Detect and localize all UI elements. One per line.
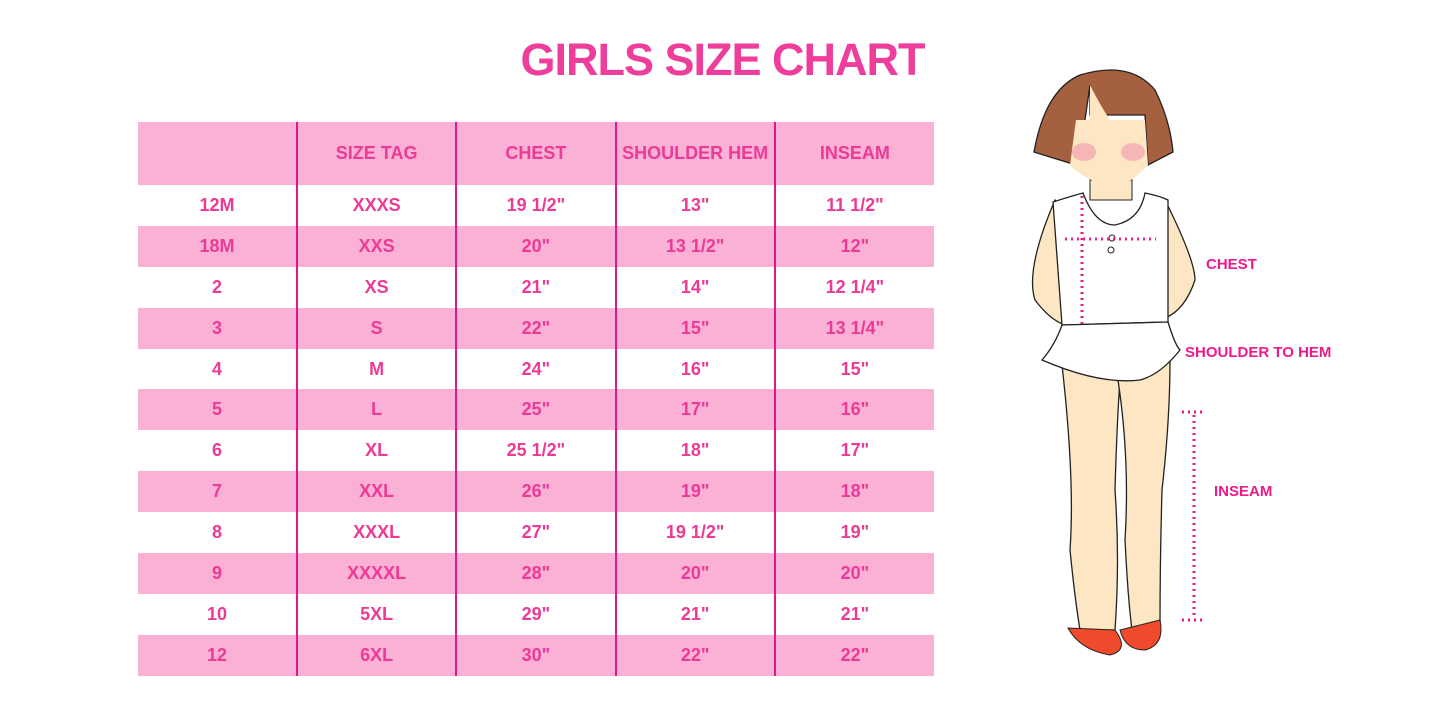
- column-header: CHEST: [455, 122, 616, 185]
- table-cell: 14": [614, 266, 775, 308]
- table-cell: 13 1/4": [773, 307, 934, 349]
- page-title: GIRLS SIZE CHART: [520, 34, 925, 85]
- column-header: SHOULDER HEM: [614, 122, 775, 185]
- table-cell: 22": [773, 634, 934, 676]
- table-cell: L: [295, 389, 457, 431]
- table-cell: 29": [455, 593, 616, 635]
- table-header-row: SIZE TAG CHEST SHOULDER HEM INSEAM: [138, 122, 934, 185]
- table-cell: 19": [614, 471, 775, 513]
- size-chart-table: SIZE TAG CHEST SHOULDER HEM INSEAM 12M XXXS 1…: [138, 122, 934, 676]
- table-cell: 18M: [138, 225, 297, 267]
- table-cell: 28": [455, 553, 616, 594]
- table-cell: 20": [773, 553, 934, 594]
- table-cell: 20": [614, 553, 775, 594]
- table-row: 2 XS 21" 14" 12 1/4": [138, 266, 934, 308]
- chest-label: CHEST: [1206, 256, 1257, 273]
- table-cell: 9: [138, 553, 297, 594]
- table-cell: 19 1/2": [614, 512, 775, 554]
- table-cell: XXL: [295, 471, 457, 513]
- table-cell: 22": [455, 307, 616, 349]
- table-cell: 6: [211, 440, 222, 461]
- table-cell: S: [295, 307, 457, 349]
- table-cell: XXS: [295, 225, 457, 267]
- table-cell: XL: [295, 430, 457, 472]
- table-cell: 18": [773, 471, 934, 513]
- table-cell: 11 1/2": [773, 185, 934, 226]
- table-cell: 12: [138, 634, 297, 676]
- table-cell: 12M: [199, 194, 235, 215]
- table-cell: 6XL: [295, 634, 457, 676]
- column-header: SIZE TAG: [295, 122, 457, 185]
- table-cell: 21": [773, 593, 934, 635]
- table-cell: 26": [455, 471, 616, 513]
- table-row: 18M XXS 20" 13 1/2" 12": [138, 225, 934, 267]
- table-cell: XXXXL: [295, 553, 457, 594]
- table-cell: 16": [773, 389, 934, 431]
- table-row: 12M XXXS 19 1/2" 13" 11 1/2": [138, 185, 934, 226]
- table-cell: 15": [614, 307, 775, 349]
- table-cell: 21": [455, 266, 616, 308]
- table-cell: 8: [211, 522, 222, 543]
- table-cell: 21": [614, 593, 775, 635]
- table-cell: 25": [455, 389, 616, 431]
- table-cell: 18": [614, 430, 775, 472]
- table-cell: M: [295, 348, 457, 390]
- table-row: 9 XXXXL 28" 20" 20": [138, 553, 934, 594]
- table-row: 10 5XL 29" 21" 21": [138, 593, 934, 635]
- table-cell: 5XL: [295, 593, 457, 635]
- inseam-label: INSEAM: [1214, 483, 1273, 500]
- column-header: [138, 122, 297, 185]
- table-cell: 25 1/2": [455, 430, 616, 472]
- table-cell: XS: [295, 266, 457, 308]
- table-cell: 2: [211, 276, 222, 297]
- table-cell: 5: [138, 389, 297, 431]
- table-row: 3 S 22" 15" 13 1/4": [138, 307, 934, 349]
- table-cell: 19 1/2": [455, 185, 616, 226]
- table-row: 5 L 25" 17" 16": [138, 389, 934, 431]
- table-cell: 19": [773, 512, 934, 554]
- table-cell: 4: [211, 358, 222, 379]
- table-cell: 16": [614, 348, 775, 390]
- table-cell: 13": [614, 185, 775, 226]
- column-header: INSEAM: [773, 122, 934, 185]
- table-cell: 20": [455, 225, 616, 267]
- table-row: 8 XXXL 27" 19 1/2" 19": [138, 512, 934, 554]
- table-cell: 12": [773, 225, 934, 267]
- table-cell: 15": [773, 348, 934, 390]
- table-cell: 27": [455, 512, 616, 554]
- table-row: 7 XXL 26" 19" 18": [138, 471, 934, 513]
- shoulder-to-hem-label: SHOULDER TO HEM: [1185, 344, 1332, 361]
- table-row: 4 M 24" 16" 15": [138, 348, 934, 390]
- girl-figure-icon: [1031, 69, 1202, 656]
- table-cell: 17": [614, 389, 775, 431]
- table-cell: 30": [455, 634, 616, 676]
- girl-measurement-illustration: CHEST SHOULDER TO HEM INSEAM: [1020, 60, 1380, 660]
- table-row: 6 XL 25 1/2" 18" 17": [138, 430, 934, 472]
- table-row: 12 6XL 30" 22" 22": [138, 634, 934, 676]
- table-cell: 3: [138, 307, 297, 349]
- table-cell: 22": [614, 634, 775, 676]
- table-cell: 10: [206, 603, 228, 624]
- table-cell: XXXS: [295, 185, 457, 226]
- table-cell: 17": [773, 430, 934, 472]
- table-cell: 13 1/2": [614, 225, 775, 267]
- table-cell: 12 1/4": [773, 266, 934, 308]
- table-cell: 7: [138, 471, 297, 513]
- table-cell: XXXL: [295, 512, 457, 554]
- table-cell: 24": [455, 348, 616, 390]
